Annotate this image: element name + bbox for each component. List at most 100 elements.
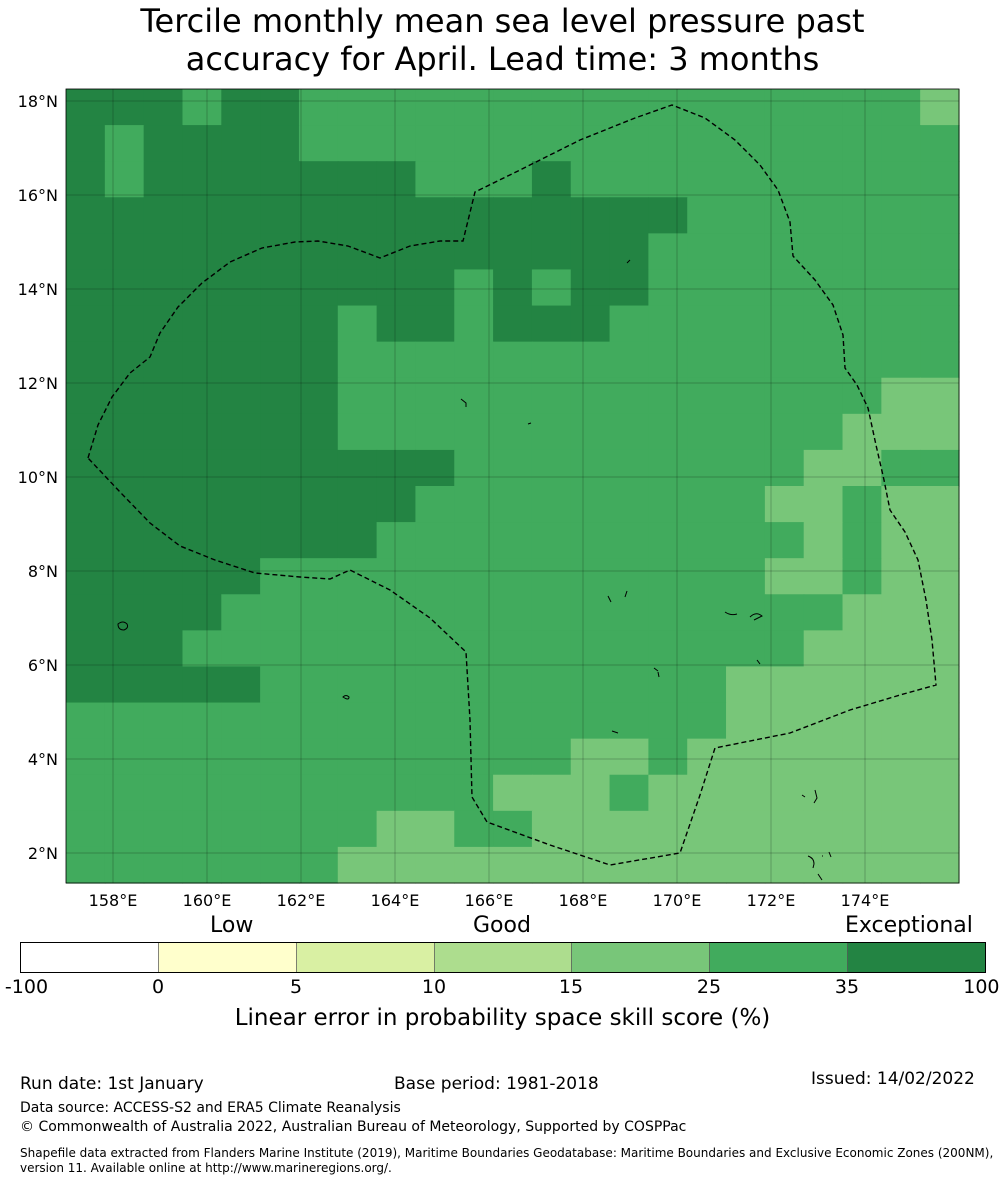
latitude-tick-label: 10°N bbox=[18, 468, 58, 487]
grid-cell bbox=[726, 341, 766, 379]
grid-cell bbox=[920, 197, 960, 234]
grid-cell bbox=[298, 305, 339, 343]
grid-cell bbox=[66, 630, 106, 668]
grid-cell bbox=[104, 377, 145, 415]
grid-cell bbox=[493, 522, 533, 559]
grid-cell bbox=[648, 774, 688, 812]
grid-cell bbox=[609, 486, 649, 523]
grid-cell bbox=[531, 449, 572, 487]
grid-cell bbox=[842, 449, 882, 487]
grid-cell bbox=[337, 161, 378, 198]
grid-cell bbox=[66, 558, 106, 595]
colorbar bbox=[20, 942, 986, 973]
run-date: Run date: 1st January bbox=[20, 1074, 204, 1094]
grid-cell bbox=[803, 810, 844, 848]
grid-cell bbox=[104, 161, 145, 198]
grid-cell bbox=[764, 305, 805, 343]
grid-cell bbox=[104, 89, 145, 126]
grid-cell bbox=[104, 413, 145, 451]
grid-cell bbox=[881, 666, 921, 704]
grid-cell bbox=[726, 89, 766, 126]
grid-cell bbox=[337, 810, 378, 848]
map-title-line-2: accuracy for April. Lead time: 3 months bbox=[185, 40, 820, 78]
grid-cell bbox=[570, 522, 611, 559]
grid-cell bbox=[764, 846, 805, 884]
grid-cell bbox=[764, 738, 805, 776]
colorbar-label-low: Low bbox=[210, 913, 254, 938]
grid-cell bbox=[726, 666, 766, 704]
grid-cell bbox=[221, 810, 261, 848]
grid-cell bbox=[648, 810, 688, 848]
grid-cell bbox=[376, 486, 417, 523]
grid-cell bbox=[260, 377, 300, 415]
grid-cell bbox=[182, 666, 222, 704]
grid-cell bbox=[182, 161, 222, 198]
grid-cell bbox=[104, 197, 145, 234]
grid-cell bbox=[415, 233, 455, 271]
grid-cell bbox=[221, 702, 261, 740]
grid-cell bbox=[687, 810, 727, 848]
grid-cell bbox=[570, 846, 611, 884]
grid-cell bbox=[143, 89, 184, 126]
grid-cell bbox=[920, 449, 960, 487]
copyright: © Commonwealth of Australia 2022, Austra… bbox=[20, 1119, 687, 1135]
grid-cell bbox=[687, 774, 727, 812]
grid-cell bbox=[337, 341, 378, 379]
grid-cell bbox=[337, 305, 378, 343]
grid-cell bbox=[260, 666, 300, 704]
grid-cell bbox=[726, 413, 766, 451]
grid-cell bbox=[687, 305, 727, 343]
grid-cell bbox=[454, 522, 494, 559]
grid-cell bbox=[493, 377, 533, 415]
grid-cell bbox=[531, 486, 572, 523]
grid-cell bbox=[66, 738, 106, 776]
grid-cell bbox=[260, 522, 300, 559]
latitude-tick-label: 6°N bbox=[28, 656, 58, 675]
grid-cell bbox=[842, 305, 882, 343]
grid-cell bbox=[493, 413, 533, 451]
grid-cell bbox=[648, 594, 688, 631]
grid-cell bbox=[726, 377, 766, 415]
grid-cell bbox=[376, 666, 417, 704]
grid-cell bbox=[803, 89, 844, 126]
grid-cell bbox=[842, 233, 882, 271]
grid-cell bbox=[531, 341, 572, 379]
grid-cell bbox=[920, 305, 960, 343]
grid-cell bbox=[415, 774, 455, 812]
latitude-tick-label: 4°N bbox=[28, 750, 58, 769]
grid-cell bbox=[454, 161, 494, 198]
grid-cell bbox=[687, 630, 727, 668]
grid-cell bbox=[842, 810, 882, 848]
grid-cell bbox=[143, 594, 184, 631]
grid-cell bbox=[221, 377, 261, 415]
grid-cell bbox=[726, 738, 766, 776]
grid-cell bbox=[298, 594, 339, 631]
grid-cell bbox=[454, 486, 494, 523]
colorbar-tick-0: 0 bbox=[151, 976, 165, 998]
grid-cell bbox=[842, 774, 882, 812]
grid-cell bbox=[104, 810, 145, 848]
grid-cell bbox=[415, 846, 455, 884]
grid-cell bbox=[609, 594, 649, 631]
grid-cell bbox=[66, 666, 106, 704]
grid-cell bbox=[803, 630, 844, 668]
grid-cell bbox=[66, 594, 106, 631]
colorbar-segment bbox=[20, 942, 159, 973]
grid-cell bbox=[570, 89, 611, 126]
grid-cell bbox=[104, 125, 145, 162]
grid-cell bbox=[648, 522, 688, 559]
grid-cell bbox=[570, 269, 611, 307]
grid-cell bbox=[221, 413, 261, 451]
grid-cell bbox=[920, 269, 960, 307]
grid-cell bbox=[182, 269, 222, 307]
coastline-islands bbox=[117, 259, 832, 881]
grid-cell bbox=[221, 125, 261, 162]
grid-cell bbox=[764, 486, 805, 523]
grid-cell bbox=[260, 125, 300, 162]
grid-cell bbox=[687, 161, 727, 198]
grid-cell bbox=[842, 197, 882, 234]
grid-cell bbox=[609, 630, 649, 668]
grid-cell bbox=[104, 846, 145, 884]
grid-cell bbox=[609, 738, 649, 776]
grid-cell bbox=[493, 594, 533, 631]
